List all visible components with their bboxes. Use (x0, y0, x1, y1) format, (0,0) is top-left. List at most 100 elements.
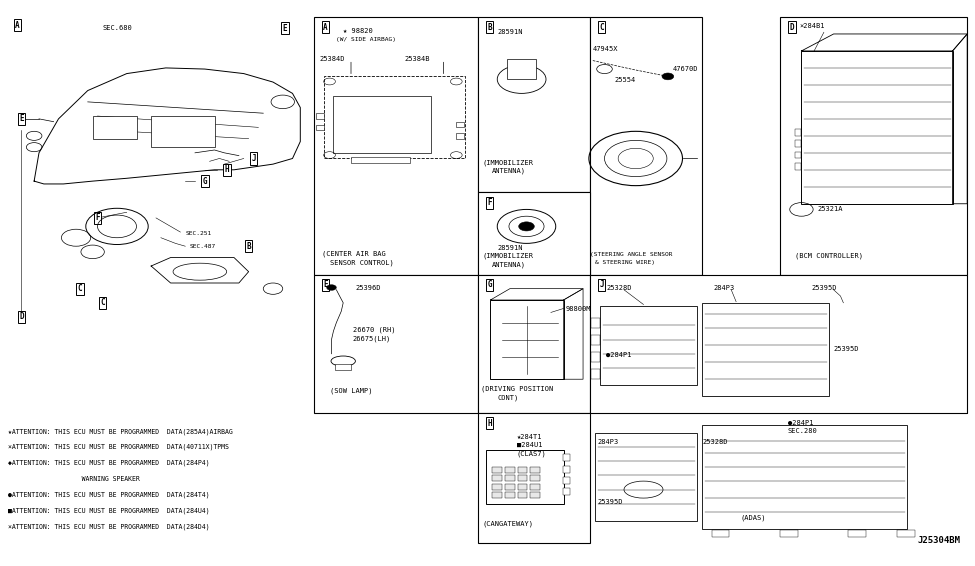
Bar (848, 530, 866, 537)
Text: J: J (252, 154, 255, 163)
Bar (600, 306, 697, 385)
Bar (591, 335, 600, 345)
Text: (BCM CONTROLLER): (BCM CONTROLLER) (795, 252, 863, 259)
Text: G: G (488, 280, 491, 289)
Text: C: C (100, 298, 104, 307)
Text: J25304BM: J25304BM (917, 536, 960, 545)
Bar (351, 157, 410, 163)
Text: (CENTER AIR BAG: (CENTER AIR BAG (322, 251, 385, 258)
Text: H: H (488, 419, 491, 428)
Text: 25384D: 25384D (320, 55, 345, 62)
Bar (314, 275, 478, 413)
Bar (591, 318, 600, 328)
Text: E: E (20, 114, 23, 123)
Text: 47945X: 47945X (593, 46, 618, 52)
Text: 25395D: 25395D (834, 346, 859, 352)
Text: ●284P1: ●284P1 (606, 351, 632, 358)
Bar (518, 475, 527, 481)
Bar (591, 369, 600, 379)
Bar (314, 17, 478, 275)
Bar (530, 475, 540, 481)
Bar (316, 125, 324, 130)
Text: (CANGATEWAY): (CANGATEWAY) (483, 520, 533, 527)
Bar (492, 475, 502, 481)
Bar (712, 530, 729, 537)
Text: SENSOR CONTROL): SENSOR CONTROL) (330, 260, 393, 267)
Text: E: E (283, 24, 287, 33)
Text: ■ATTENTION: THIS ECU MUST BE PROGRAMMED  DATA(284U4): ■ATTENTION: THIS ECU MUST BE PROGRAMMED … (8, 507, 210, 514)
Bar (505, 484, 515, 490)
Text: F: F (96, 213, 99, 222)
Text: 47670D: 47670D (673, 66, 698, 72)
Text: 284P3: 284P3 (714, 285, 735, 291)
Bar (151, 116, 214, 147)
Bar (456, 133, 464, 139)
Text: (DRIVING POSITION: (DRIVING POSITION (481, 385, 553, 392)
Bar (492, 492, 502, 498)
Bar (897, 530, 915, 537)
Bar (702, 424, 907, 529)
Text: ●ATTENTION: THIS ECU MUST BE PROGRAMMED  DATA(284T4): ●ATTENTION: THIS ECU MUST BE PROGRAMMED … (8, 491, 210, 498)
Bar (795, 129, 801, 136)
Text: SEC.680: SEC.680 (102, 25, 133, 31)
Bar (590, 275, 967, 413)
Bar (93, 116, 136, 139)
Text: 25554: 25554 (614, 77, 636, 83)
Text: B: B (488, 23, 491, 32)
Bar (780, 17, 967, 275)
Bar (456, 122, 464, 127)
Bar (335, 364, 351, 370)
Bar (490, 300, 564, 379)
Text: F: F (488, 198, 491, 207)
Bar (530, 492, 540, 498)
Bar (563, 488, 570, 495)
Bar (563, 466, 570, 473)
Bar (478, 275, 590, 413)
Text: ★ATTENTION: THIS ECU MUST BE PROGRAMMED  DATA(285A4)AIRBAG: ★ATTENTION: THIS ECU MUST BE PROGRAMMED … (8, 428, 233, 435)
Text: 25384B: 25384B (405, 55, 430, 62)
Bar (518, 492, 527, 498)
Text: H: H (225, 165, 229, 174)
Bar (492, 484, 502, 490)
Text: (IMMOBILIZER: (IMMOBILIZER (483, 252, 533, 259)
Bar (518, 484, 527, 490)
Text: SEC.251: SEC.251 (185, 231, 212, 235)
Bar (324, 76, 465, 158)
Text: SEC.487: SEC.487 (190, 244, 216, 248)
Text: ■284U1: ■284U1 (517, 442, 542, 448)
Bar (591, 352, 600, 362)
Bar (563, 477, 570, 484)
Text: E: E (324, 280, 328, 289)
Text: WARNING SPEAKER: WARNING SPEAKER (8, 476, 139, 482)
Text: CONT): CONT) (497, 394, 519, 401)
Bar (492, 467, 502, 473)
Text: 25328D: 25328D (702, 439, 727, 445)
Text: (CLAS7): (CLAS7) (517, 451, 547, 457)
Bar (795, 152, 801, 158)
Bar (316, 113, 324, 119)
Bar (518, 467, 527, 473)
Bar (780, 530, 798, 537)
Text: J: J (600, 280, 604, 289)
Bar (795, 140, 801, 147)
Circle shape (519, 222, 534, 231)
Text: 98800M: 98800M (566, 306, 591, 312)
Text: ◆ATTENTION: THIS ECU MUST BE PROGRAMMED  DATA(284P4): ◆ATTENTION: THIS ECU MUST BE PROGRAMMED … (8, 460, 210, 466)
Text: 26675(LH): 26675(LH) (353, 336, 391, 342)
Bar (595, 433, 697, 521)
Text: & STEERING WIRE): & STEERING WIRE) (595, 260, 655, 265)
Bar (801, 51, 953, 204)
Text: (W/ SIDE AIRBAG): (W/ SIDE AIRBAG) (336, 37, 397, 42)
Text: C: C (78, 284, 82, 293)
Text: G: G (203, 177, 207, 186)
Text: (STEERING ANGLE SENSOR: (STEERING ANGLE SENSOR (590, 252, 673, 257)
Text: A: A (16, 21, 20, 30)
Text: 28591N: 28591N (497, 29, 523, 35)
Bar (507, 59, 536, 79)
Text: ×ATTENTION: THIS ECU MUST BE PROGRAMMED  DATA(40711X)TPMS: ×ATTENTION: THIS ECU MUST BE PROGRAMMED … (8, 444, 229, 451)
Text: ●284P1: ●284P1 (788, 419, 813, 426)
Bar (702, 303, 829, 396)
Text: ★ 98820: ★ 98820 (343, 28, 373, 34)
Text: C: C (600, 23, 604, 32)
Text: 284P3: 284P3 (598, 439, 619, 445)
